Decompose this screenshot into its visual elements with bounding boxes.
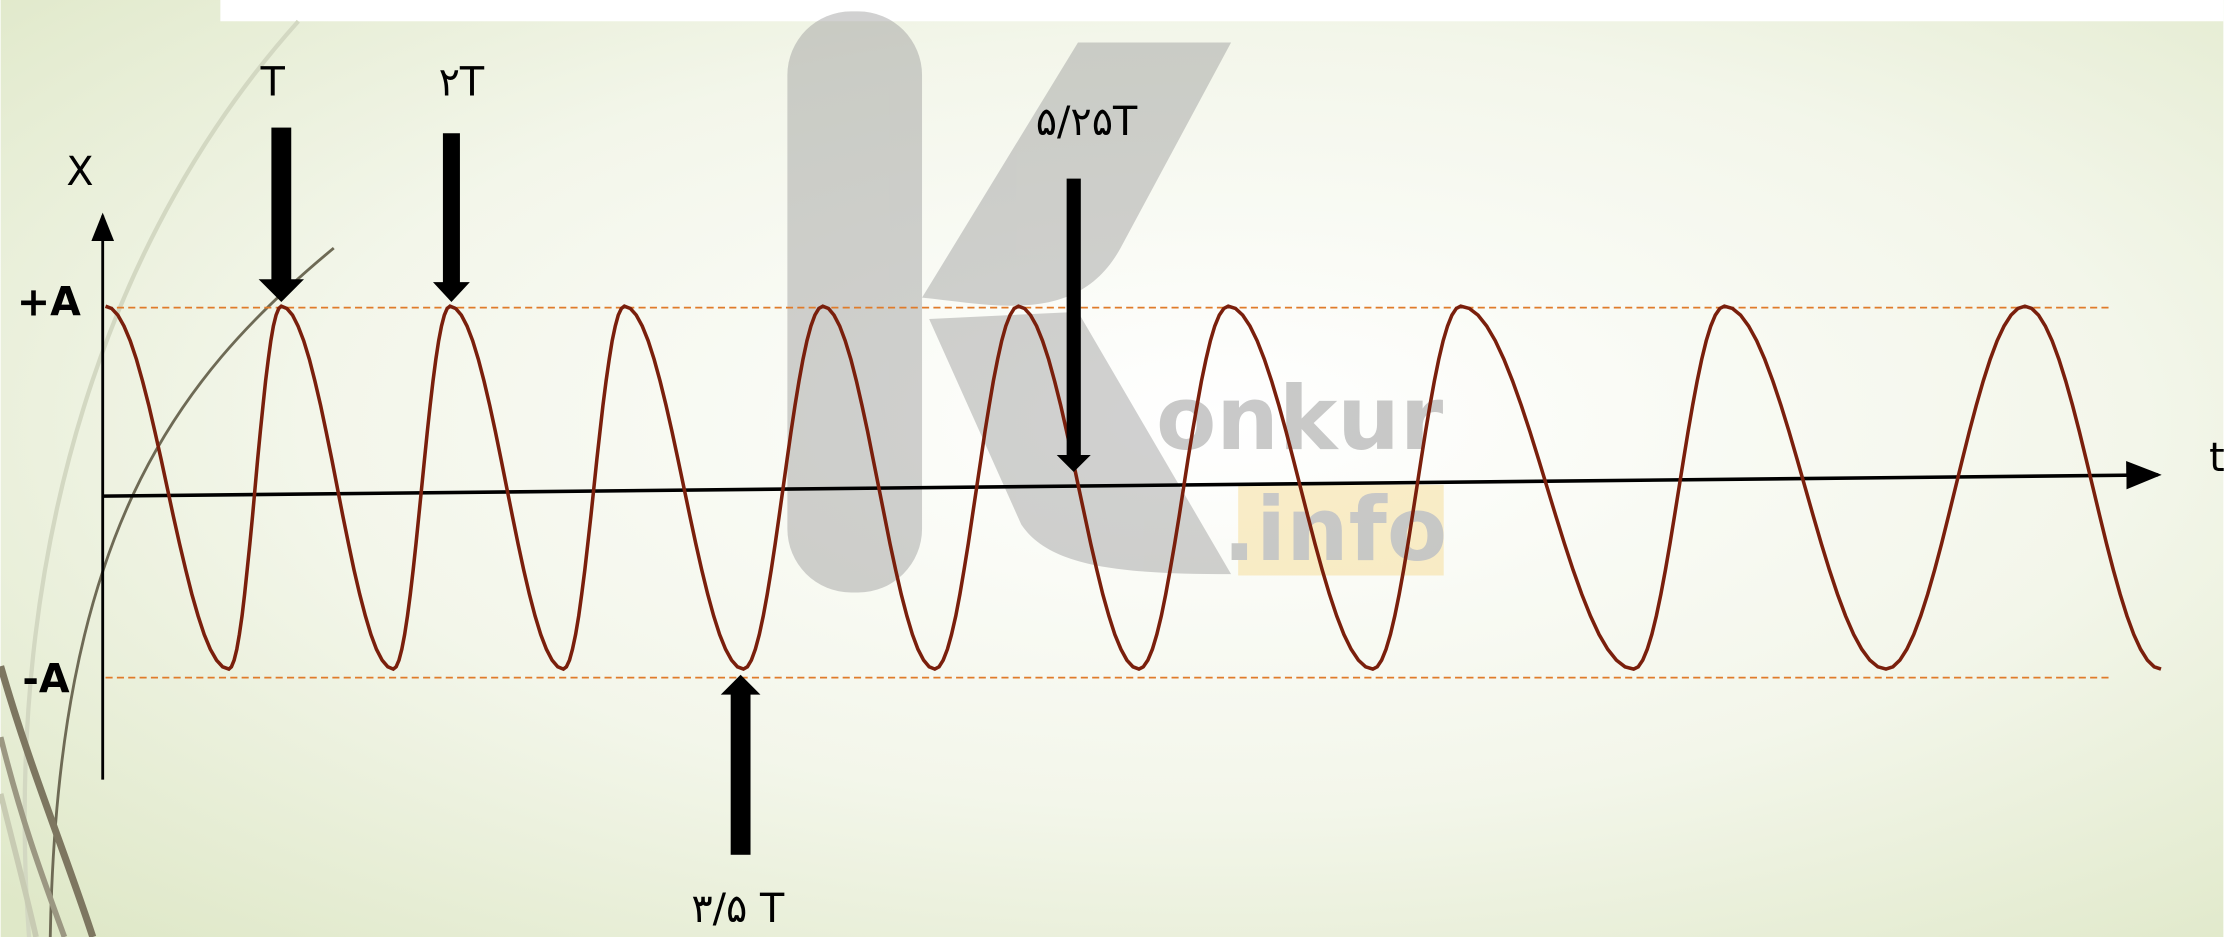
- arrow-head: [1056, 455, 1091, 473]
- arrow-head: [432, 282, 470, 302]
- top-bar: [220, 0, 2224, 22]
- watermark: onkur .info: [787, 11, 1448, 593]
- t-axis: [102, 461, 2162, 498]
- minus-a-label: -A: [22, 656, 69, 702]
- arrow-label: ۳/۵ T: [691, 886, 785, 932]
- arrow-label: ۵/۲۵T: [1036, 99, 1138, 145]
- arrow-shaft: [730, 693, 751, 855]
- plus-a-label: +A: [17, 279, 81, 325]
- t-axis-label: t: [2209, 435, 2224, 481]
- arrow-label: ۲T: [439, 60, 485, 106]
- watermark-domain: .info: [1223, 478, 1448, 581]
- arrow-shaft: [1066, 178, 1081, 457]
- arrow-shaft: [442, 133, 460, 284]
- arrows: [258, 127, 1091, 855]
- oscillation-curve: [104, 304, 2162, 672]
- watermark-brand: onkur: [1156, 367, 1444, 470]
- arrow-head: [258, 279, 304, 302]
- x-axis-label: X: [66, 149, 93, 195]
- arrow-head: [720, 674, 761, 695]
- arrow-label: T: [260, 60, 286, 106]
- arrow-shaft: [271, 127, 292, 281]
